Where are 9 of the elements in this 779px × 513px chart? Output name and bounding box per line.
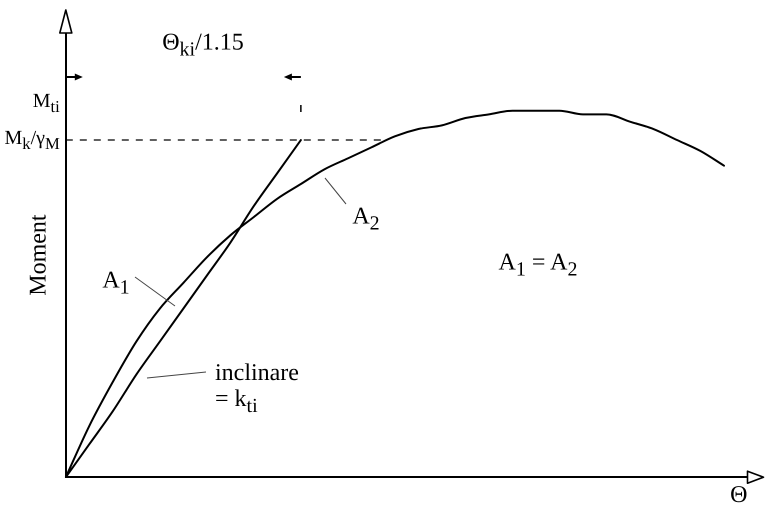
x-axis-title: Θ	[730, 482, 748, 508]
annotation: A$_{2}$	[352, 204, 380, 234]
text: M$_{ti}$	[32, 90, 60, 116]
annotation: A$_{1}$ = A$_{2}$	[498, 250, 578, 280]
y-axis-title: Moment	[26, 214, 52, 296]
annotation: A$_{1}$	[102, 268, 130, 298]
annotation: inclinare = k$_{ti}$	[215, 360, 300, 418]
text: Θ$_{ki}$/1.15	[162, 30, 244, 60]
ref-line-label: M$_{k}$/γ$_{M}$	[4, 126, 60, 154]
